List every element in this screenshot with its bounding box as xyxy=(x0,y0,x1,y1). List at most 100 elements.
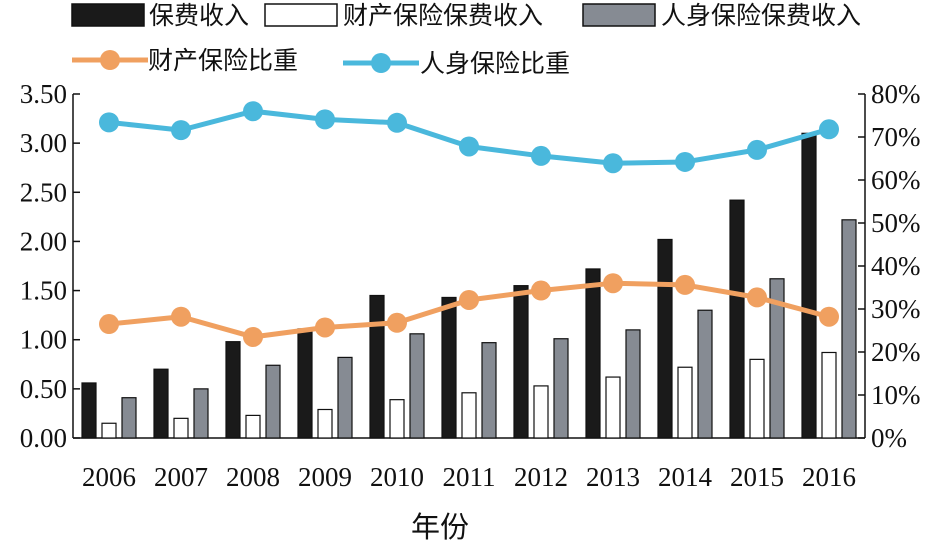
y-left-tick-label: 1.50 xyxy=(20,276,67,306)
bar-premium-income-2008 xyxy=(225,341,241,439)
x-tick-label: 2014 xyxy=(658,462,713,492)
ticks: 0.00 0.50 1.00 1.50 2.00 2.50 3.00 3.50 0% 10% 20%… xyxy=(20,79,921,492)
point-property-share-2013 xyxy=(603,273,623,294)
y-right-tick-label: 50% xyxy=(871,208,921,238)
x-tick-label: 2012 xyxy=(514,462,568,492)
bar-life-premium-2013 xyxy=(625,329,641,439)
y-left-tick-label: 1.00 xyxy=(20,325,67,355)
legend-label-property-share: 财产保险比重 xyxy=(148,47,298,75)
bar-premium-income-2013 xyxy=(585,268,601,439)
bar-property-premium-2006 xyxy=(101,422,117,439)
bar-life-premium-2015 xyxy=(769,278,785,439)
y-right-tick-label: 70% xyxy=(871,122,921,152)
legend-swatch-premium-income xyxy=(71,3,145,27)
bar-premium-income-2009 xyxy=(297,328,313,439)
bar-life-premium-2007 xyxy=(193,388,209,439)
y-left-tick-label: 2.00 xyxy=(20,226,67,256)
point-property-share-2016 xyxy=(819,306,839,327)
bar-premium-income-2010 xyxy=(369,294,385,439)
y-right-tick-label: 60% xyxy=(871,165,921,195)
bar-property-premium-2008 xyxy=(245,414,261,439)
bar-property-premium-2014 xyxy=(677,366,693,439)
bar-property-premium-2012 xyxy=(533,385,549,439)
point-life-share-2014 xyxy=(675,151,695,172)
legend: 保费收入 财产保险保费收入 人身保险保费收入 财产保险比重 人身保险比重 xyxy=(71,2,861,78)
bar-life-premium-2016 xyxy=(841,219,857,439)
point-property-share-2012 xyxy=(531,280,551,301)
legend-marker-property-share xyxy=(100,50,120,70)
point-life-share-2010 xyxy=(387,112,407,133)
y-left-tick-label: 0.00 xyxy=(20,423,67,453)
bar-premium-income-2016 xyxy=(801,132,817,439)
bars xyxy=(81,132,857,439)
bar-life-premium-2009 xyxy=(337,356,353,439)
x-tick-label: 2007 xyxy=(154,462,208,492)
legend-swatch-life-premium xyxy=(582,3,656,27)
bar-life-premium-2010 xyxy=(409,333,425,439)
point-property-share-2008 xyxy=(243,326,263,347)
y-right-tick-label: 10% xyxy=(871,380,921,410)
point-life-share-2012 xyxy=(531,145,551,166)
point-life-share-2011 xyxy=(459,136,479,157)
bar-life-premium-2014 xyxy=(697,309,713,439)
y-right-tick-label: 30% xyxy=(871,294,921,324)
bar-property-premium-2010 xyxy=(389,399,405,439)
bar-premium-income-2014 xyxy=(657,238,673,439)
point-property-share-2010 xyxy=(387,312,407,333)
bar-premium-income-2012 xyxy=(513,285,529,439)
point-life-share-2007 xyxy=(171,120,191,141)
bar-property-premium-2013 xyxy=(605,376,621,439)
bar-life-premium-2012 xyxy=(553,338,569,439)
bar-premium-income-2015 xyxy=(729,199,745,439)
bar-premium-income-2007 xyxy=(153,368,169,439)
x-tick-label: 2006 xyxy=(82,462,136,492)
point-property-share-2011 xyxy=(459,289,479,310)
bar-property-premium-2009 xyxy=(317,408,333,439)
x-tick-label: 2011 xyxy=(443,462,496,492)
point-property-share-2014 xyxy=(675,274,695,295)
point-life-share-2013 xyxy=(603,153,623,174)
point-life-share-2009 xyxy=(315,109,335,130)
y-left-tick-label: 3.00 xyxy=(20,128,67,158)
y-right-tick-label: 0% xyxy=(871,423,907,453)
x-tick-label: 2015 xyxy=(730,462,784,492)
lines xyxy=(99,101,839,347)
legend-item-property-share: 财产保险比重 xyxy=(72,47,298,75)
point-life-share-2016 xyxy=(819,119,839,140)
bar-property-premium-2007 xyxy=(173,417,189,439)
legend-item-premium-income: 保费收入 xyxy=(71,2,249,30)
legend-label-life-premium: 人身保险保费收入 xyxy=(661,2,861,30)
bar-life-premium-2008 xyxy=(265,364,281,439)
legend-item-property-premium: 财产保险保费收入 xyxy=(264,2,543,30)
bar-premium-income-2011 xyxy=(441,296,457,439)
point-property-share-2009 xyxy=(315,317,335,338)
legend-label-life-share: 人身保险比重 xyxy=(420,50,570,78)
point-property-share-2007 xyxy=(171,306,191,327)
legend-item-life-share: 人身保险比重 xyxy=(343,50,570,78)
point-property-share-2006 xyxy=(99,314,119,335)
point-property-share-2015 xyxy=(747,287,767,308)
bar-premium-income-2006 xyxy=(81,382,97,439)
point-life-share-2006 xyxy=(99,112,119,133)
legend-label-premium-income: 保费收入 xyxy=(149,2,249,30)
y-left-tick-label: 3.50 xyxy=(20,79,67,109)
x-axis-title: 年份 xyxy=(411,511,469,544)
legend-marker-life-share xyxy=(371,53,391,73)
bar-property-premium-2016 xyxy=(821,351,837,439)
x-tick-label: 2009 xyxy=(298,462,352,492)
y-left-tick-label: 0.50 xyxy=(20,374,67,404)
x-tick-label: 2008 xyxy=(226,462,280,492)
point-life-share-2008 xyxy=(243,101,263,122)
legend-label-property-premium: 财产保险保费收入 xyxy=(343,2,543,30)
x-tick-label: 2016 xyxy=(802,462,856,492)
legend-swatch-property-premium xyxy=(264,3,338,27)
bar-life-premium-2011 xyxy=(481,342,497,439)
y-right-tick-label: 40% xyxy=(871,251,921,281)
y-right-tick-label: 20% xyxy=(871,337,921,367)
bar-property-premium-2015 xyxy=(749,358,765,439)
y-left-tick-label: 2.50 xyxy=(20,177,67,207)
point-life-share-2015 xyxy=(747,139,767,160)
legend-item-life-premium: 人身保险保费收入 xyxy=(582,2,861,30)
bar-life-premium-2006 xyxy=(121,397,137,439)
